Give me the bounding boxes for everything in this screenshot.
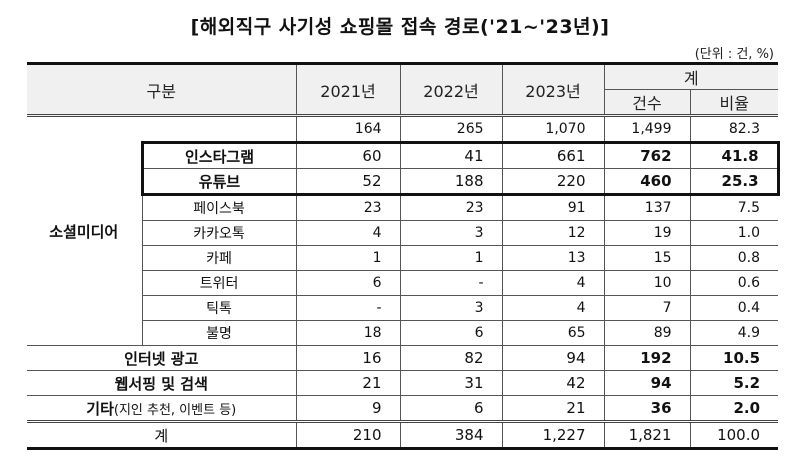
header-2022: 2022년 — [399, 62, 503, 117]
header-count: 건수 — [603, 89, 691, 117]
header-2023: 2023년 — [501, 62, 605, 117]
table-row-web-search: 웹서핑 및 검색 21 31 42 94 5.2 — [27, 370, 779, 396]
category-social-media: 소셜미디어 — [27, 115, 142, 346]
scam-shopping-access-table: 구분 2021년 2022년 2023년 계 건수 비율 소셜미디어 164 2… — [27, 62, 780, 450]
table-row-twitter: 트위터 6 - 4 10 0.6 — [27, 270, 779, 296]
unit-note: (단위 : 건, %) — [694, 47, 774, 62]
etc-label: 기타 — [86, 399, 114, 418]
table-row-instagram: 인스타그램 60 41 661 762 41.8 — [27, 141, 780, 169]
table-title: [해외직구 사기성 쇼핑몰 접속 경로('21~'23년)] — [190, 16, 610, 38]
table-row-youtube: 유튜브 52 188 220 460 25.3 — [27, 168, 780, 196]
table-row-etc: 기타(지인 추천, 이벤트 등) 9 6 21 36 2.0 — [27, 395, 779, 422]
header-category: 구분 — [27, 62, 297, 117]
table-row-internet-ads: 인터넷 광고 16 82 94 192 10.5 — [27, 345, 779, 371]
table-row-cafe: 카페 1 1 13 15 0.8 — [27, 245, 779, 271]
header-2021: 2021년 — [295, 62, 401, 117]
header-total: 계 — [603, 62, 779, 90]
header-ratio: 비율 — [689, 89, 779, 117]
table-row-total: 계 210 384 1,227 1,821 100.0 — [27, 420, 779, 450]
table-row-facebook: 페이스북 23 23 91 137 7.5 — [27, 194, 779, 221]
etc-label-suffix: (지인 추천, 이벤트 등) — [113, 402, 237, 418]
table-row-social-subtotal: 소셜미디어 164 265 1,070 1,499 82.3 — [27, 115, 779, 346]
